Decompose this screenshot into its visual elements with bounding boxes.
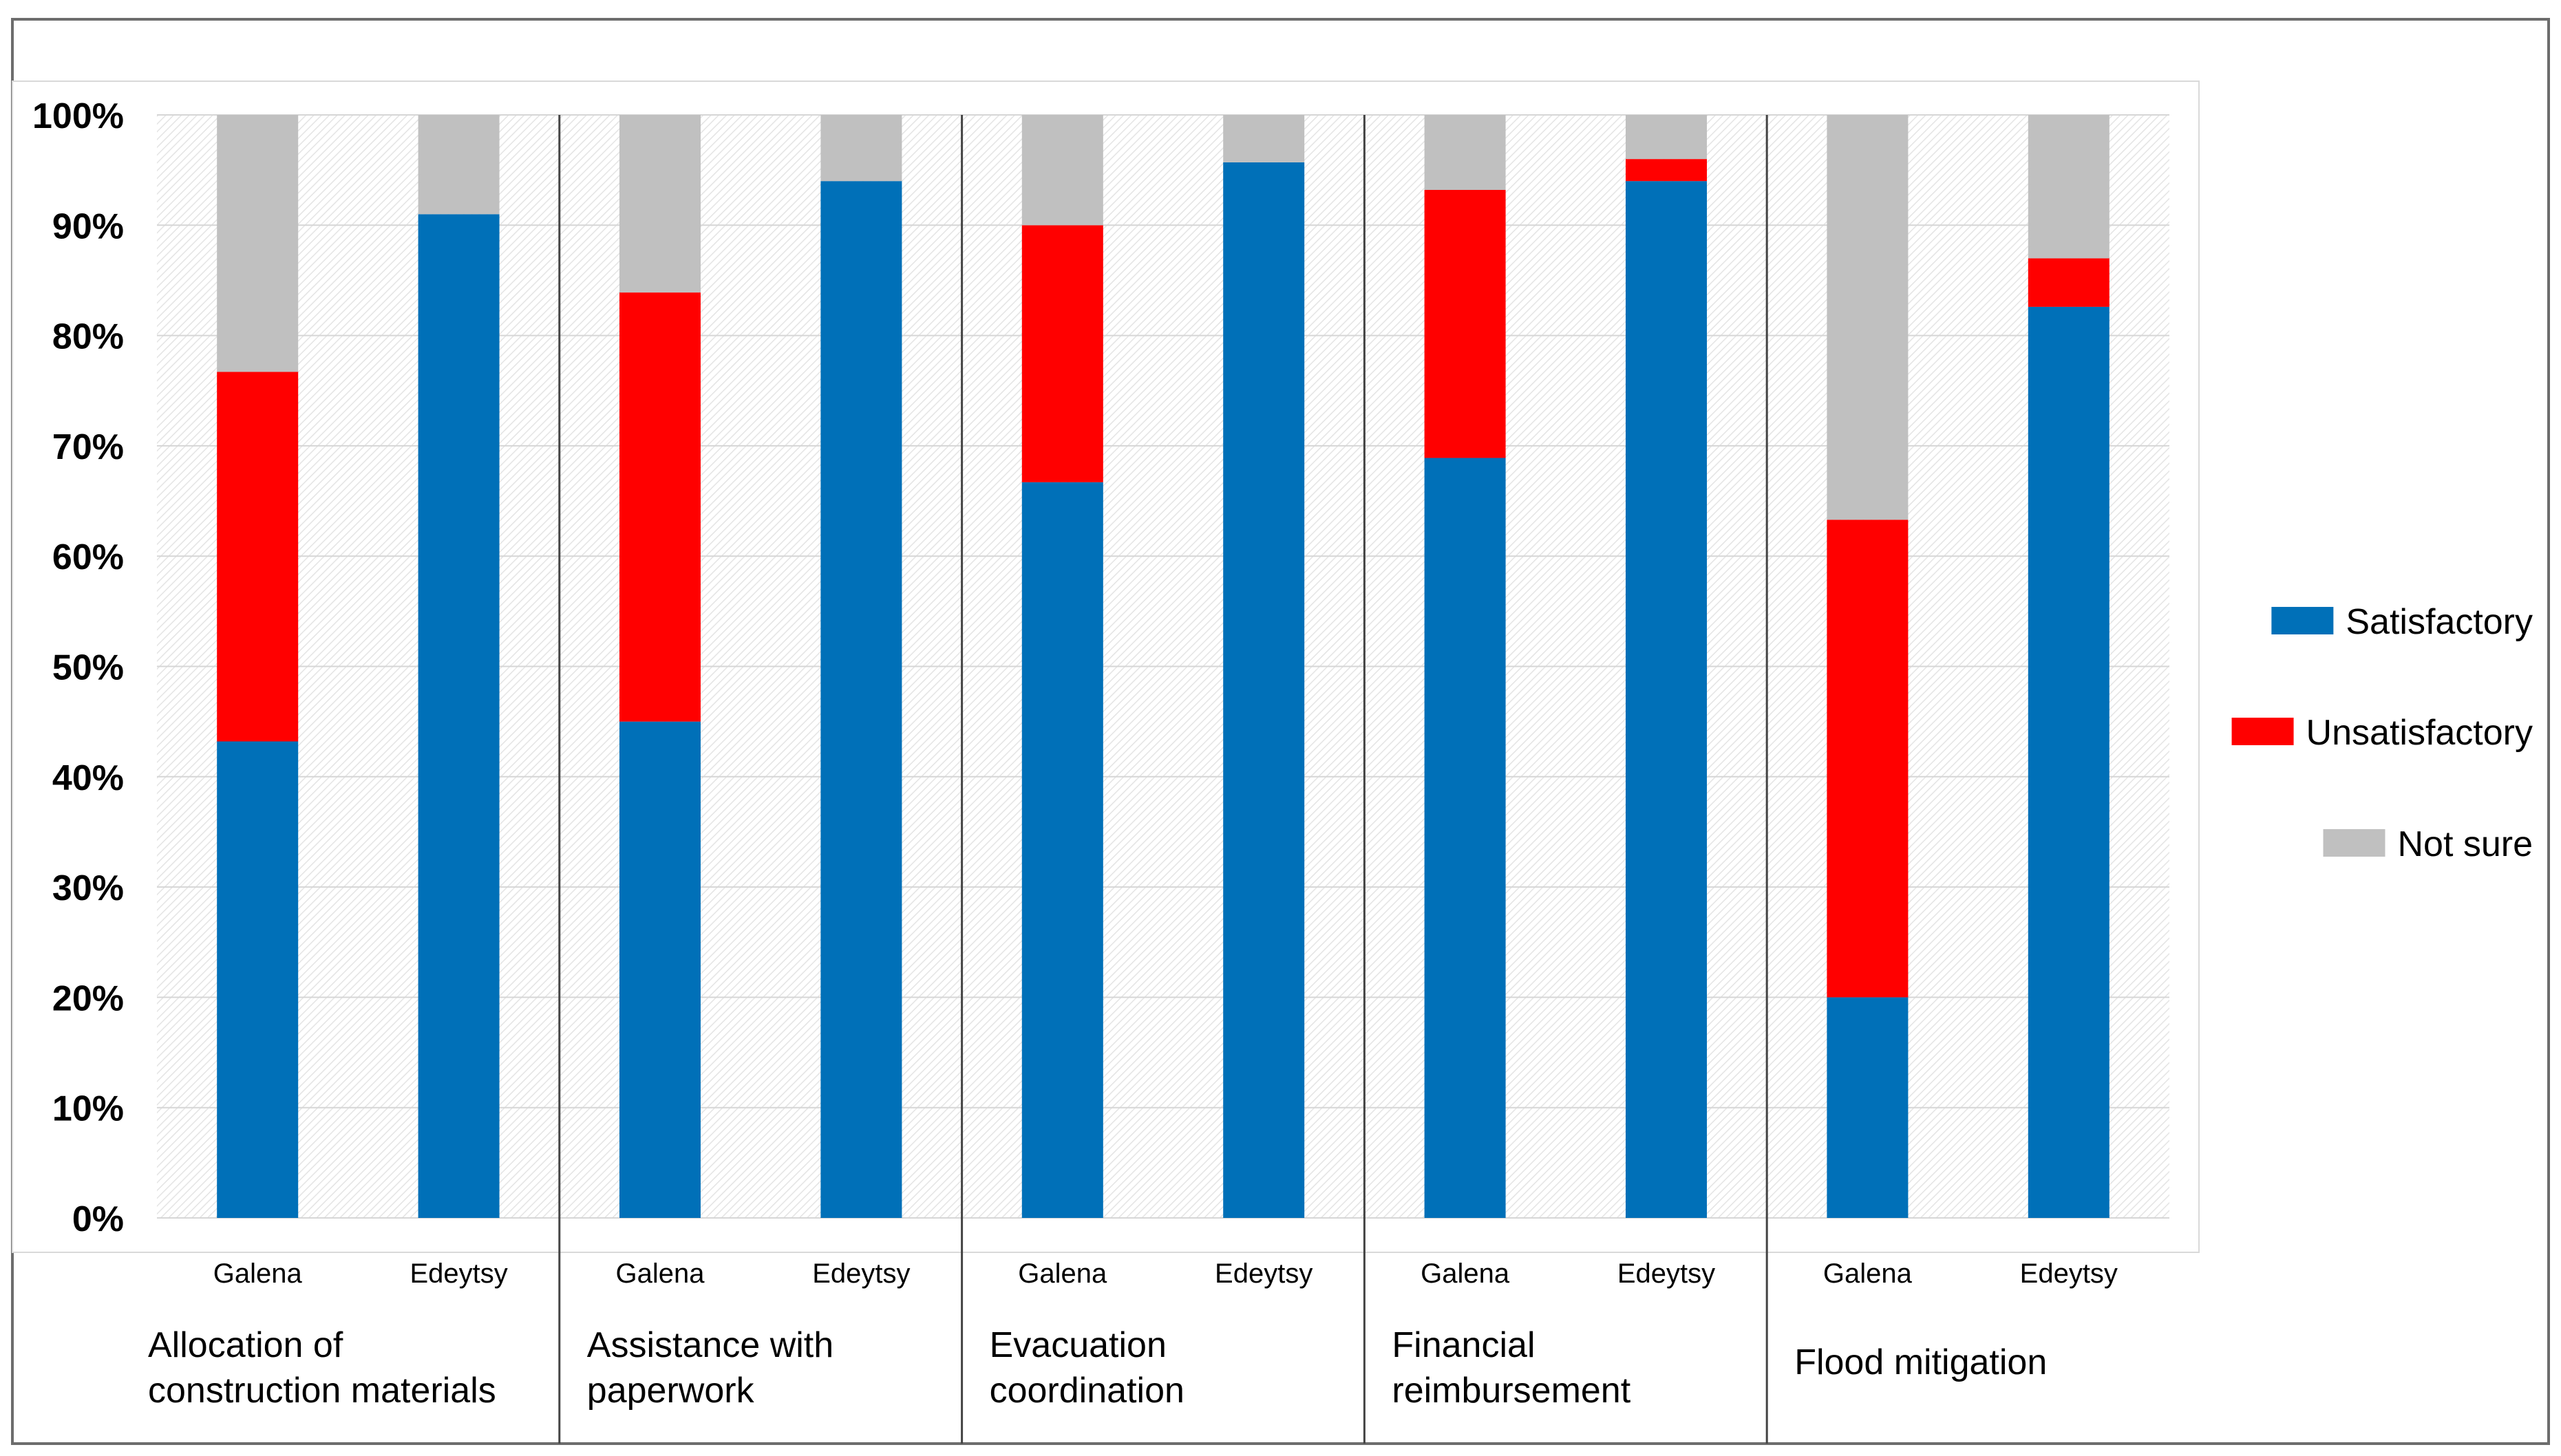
bar-segment-not-sure — [2028, 115, 2110, 259]
y-tick-label: 30% — [52, 868, 124, 908]
bar-segment-unsatisfactory — [1827, 520, 1909, 998]
category-label: Galena — [1823, 1259, 1913, 1289]
group-label: Flood mitigation — [1794, 1342, 2047, 1382]
legend-swatch — [2323, 829, 2385, 857]
bar-segment-not-sure — [619, 115, 701, 293]
y-tick-label: 0% — [72, 1199, 124, 1239]
bar-segment-not-sure — [1223, 115, 1305, 162]
bar-segment-not-sure — [217, 115, 299, 372]
group-label: Financial — [1392, 1325, 1535, 1365]
category-label: Galena — [1018, 1259, 1107, 1289]
bar-segment-unsatisfactory — [1424, 190, 1506, 458]
bar-segment-satisfactory — [1626, 181, 1707, 1219]
group-label: Allocation of — [148, 1325, 343, 1365]
group-label: construction materials — [148, 1371, 496, 1411]
y-tick-label: 40% — [52, 758, 124, 798]
bar-segment-not-sure — [1827, 115, 1909, 520]
bar-segment-unsatisfactory — [1626, 159, 1707, 182]
legend-label: Unsatisfactory — [2306, 713, 2533, 753]
y-axis: 0% 10% 20% 30% 40% 50% 60% 70% 80% 90% 100% — [32, 96, 124, 1239]
category-label: Edeytsy — [1617, 1259, 1715, 1289]
category-label: Edeytsy — [812, 1259, 910, 1289]
bar-segment-satisfactory — [1223, 162, 1305, 1219]
bar-segment-unsatisfactory — [1021, 225, 1103, 482]
category-label: Galena — [1421, 1259, 1510, 1289]
y-tick-label: 50% — [52, 648, 124, 688]
bar-segment-unsatisfactory — [2028, 258, 2110, 307]
group-label: paperwork — [587, 1371, 755, 1411]
y-tick-label: 70% — [52, 427, 124, 467]
legend-swatch — [2231, 718, 2294, 745]
y-tick-label: 100% — [32, 96, 124, 136]
group-label: Evacuation — [990, 1325, 1167, 1365]
bar-segment-satisfactory — [820, 181, 902, 1219]
bar-segment-satisfactory — [2028, 306, 2110, 1218]
category-table: Galena Edeytsy Allocation of construction m… — [148, 115, 2118, 1444]
category-label: Edeytsy — [2020, 1259, 2118, 1289]
bar-segment-not-sure — [1424, 115, 1506, 191]
y-tick-label: 90% — [52, 206, 124, 246]
bar-segment-satisfactory — [217, 741, 299, 1218]
bars — [217, 115, 2110, 1219]
y-tick-label: 80% — [52, 317, 124, 357]
category-label: Galena — [616, 1259, 705, 1289]
bar-segment-satisfactory — [1021, 482, 1103, 1218]
bar-segment-not-sure — [820, 115, 902, 182]
legend: Satisfactory Unsatisfactory Not sure — [2231, 602, 2533, 864]
y-tick-label: 10% — [52, 1089, 124, 1129]
bar-segment-not-sure — [418, 115, 500, 215]
group-label: coordination — [990, 1371, 1184, 1411]
bar-segment-unsatisfactory — [619, 292, 701, 722]
bar-segment-satisfactory — [619, 721, 701, 1218]
category-label: Galena — [213, 1259, 303, 1289]
bar-segment-not-sure — [1626, 115, 1707, 160]
bar-segment-not-sure — [1021, 115, 1103, 226]
bar-segment-unsatisfactory — [217, 372, 299, 742]
bar-segment-satisfactory — [418, 214, 500, 1218]
bar-segment-satisfactory — [1424, 458, 1506, 1219]
category-label: Edeytsy — [1215, 1259, 1313, 1289]
y-tick-label: 20% — [52, 978, 124, 1018]
legend-label: Not sure — [2397, 824, 2533, 864]
category-label: Edeytsy — [410, 1259, 507, 1289]
group-label: reimbursement — [1392, 1371, 1630, 1411]
bar-segment-satisfactory — [1827, 997, 1909, 1218]
group-label: Assistance with — [587, 1325, 833, 1365]
y-tick-label: 60% — [52, 537, 124, 577]
legend-swatch — [2271, 607, 2334, 634]
legend-label: Satisfactory — [2346, 602, 2533, 642]
